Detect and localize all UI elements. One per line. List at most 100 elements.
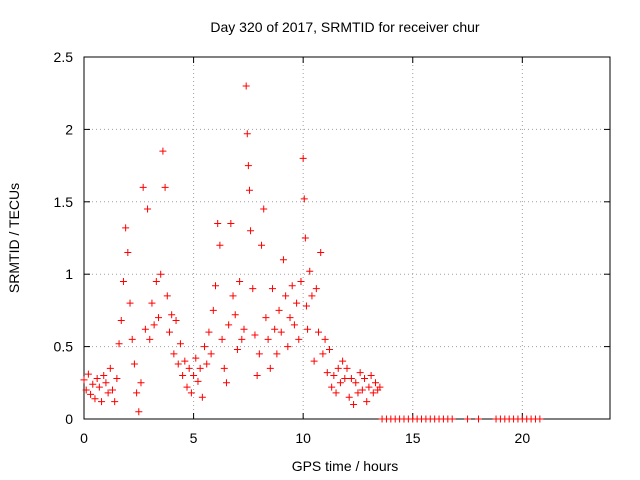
y-axis-label: SRMTID / TECUs xyxy=(6,183,22,293)
data-point xyxy=(323,369,331,377)
data-point xyxy=(245,186,253,194)
data-point xyxy=(244,162,252,170)
data-point xyxy=(176,340,184,348)
data-point xyxy=(251,331,259,339)
data-point xyxy=(104,389,112,397)
y-tick-label: 1 xyxy=(65,266,73,282)
data-point xyxy=(361,374,369,382)
data-point xyxy=(93,374,101,382)
data-point xyxy=(124,248,132,256)
data-point xyxy=(332,389,340,397)
data-point xyxy=(194,377,202,385)
data-point xyxy=(225,321,233,329)
data-point xyxy=(163,292,171,300)
data-point xyxy=(240,325,248,333)
data-point xyxy=(231,311,239,319)
y-tick-labels: 0 0.5 1 1.5 2 2.5 xyxy=(54,49,74,427)
y-tick-label: 2.5 xyxy=(54,49,74,65)
plot-area xyxy=(83,56,611,420)
data-point xyxy=(137,379,145,387)
data-point xyxy=(299,154,307,162)
data-point xyxy=(161,183,169,191)
data-point xyxy=(212,282,219,290)
tick-marks xyxy=(83,56,610,420)
data-point xyxy=(339,357,347,365)
data-point xyxy=(220,364,228,372)
data-point xyxy=(358,386,366,394)
data-point xyxy=(201,343,209,351)
data-point xyxy=(181,357,189,365)
data-point xyxy=(282,292,290,300)
data-point xyxy=(150,321,158,329)
data-point xyxy=(341,374,349,382)
data-point xyxy=(130,360,138,368)
data-point xyxy=(334,364,342,372)
data-point xyxy=(536,415,544,423)
data-point xyxy=(111,398,119,406)
data-point xyxy=(367,372,375,380)
data-point xyxy=(236,277,244,285)
data-point xyxy=(347,374,355,382)
data-point xyxy=(218,335,226,343)
data-point xyxy=(196,364,204,372)
data-point xyxy=(214,220,222,228)
data-point xyxy=(209,306,217,314)
data-point xyxy=(128,335,136,343)
data-point xyxy=(185,364,193,372)
data-point xyxy=(253,372,261,380)
data-point xyxy=(87,390,95,398)
data-point xyxy=(317,248,325,256)
data-point xyxy=(115,340,123,348)
data-point xyxy=(328,383,336,391)
data-point xyxy=(117,317,125,325)
data-point xyxy=(133,389,141,397)
data-point xyxy=(352,379,360,387)
data-point xyxy=(108,386,116,394)
data-point xyxy=(371,379,379,387)
data-point xyxy=(321,335,329,343)
x-tick-label: 15 xyxy=(405,430,421,446)
data-point xyxy=(330,372,338,380)
data-point xyxy=(343,364,351,372)
data-point xyxy=(295,335,303,343)
data-point xyxy=(170,350,178,358)
data-point xyxy=(135,408,143,416)
data-point xyxy=(168,311,176,319)
data-point xyxy=(325,345,333,353)
data-point xyxy=(229,292,237,300)
data-point xyxy=(159,147,167,155)
data-point xyxy=(448,415,456,423)
data-point xyxy=(102,379,110,387)
data-point xyxy=(165,328,173,336)
data-point xyxy=(290,321,298,329)
data-point xyxy=(310,357,318,365)
y-tick-label: 1.5 xyxy=(54,194,74,210)
data-points xyxy=(80,82,544,423)
data-point xyxy=(275,306,283,314)
data-point xyxy=(258,241,266,249)
data-point xyxy=(260,205,268,213)
data-point xyxy=(183,383,191,391)
data-point xyxy=(187,389,195,397)
data-point xyxy=(222,379,230,387)
data-point xyxy=(262,314,270,322)
data-point xyxy=(306,267,314,275)
x-axis-label: GPS time / hours xyxy=(292,458,399,474)
data-point xyxy=(207,350,215,358)
data-point xyxy=(146,335,154,343)
data-point xyxy=(273,350,281,358)
data-point xyxy=(192,354,200,362)
data-point xyxy=(95,383,103,391)
data-point xyxy=(139,183,147,191)
data-point xyxy=(80,376,88,384)
data-point xyxy=(301,234,309,242)
data-point xyxy=(157,270,165,278)
data-point xyxy=(279,256,287,264)
data-point xyxy=(82,386,90,394)
data-point xyxy=(369,389,377,397)
data-point xyxy=(288,282,296,290)
data-point xyxy=(122,224,130,232)
data-point xyxy=(144,205,152,213)
y-tick-label: 0 xyxy=(65,411,73,427)
data-point xyxy=(242,82,250,90)
